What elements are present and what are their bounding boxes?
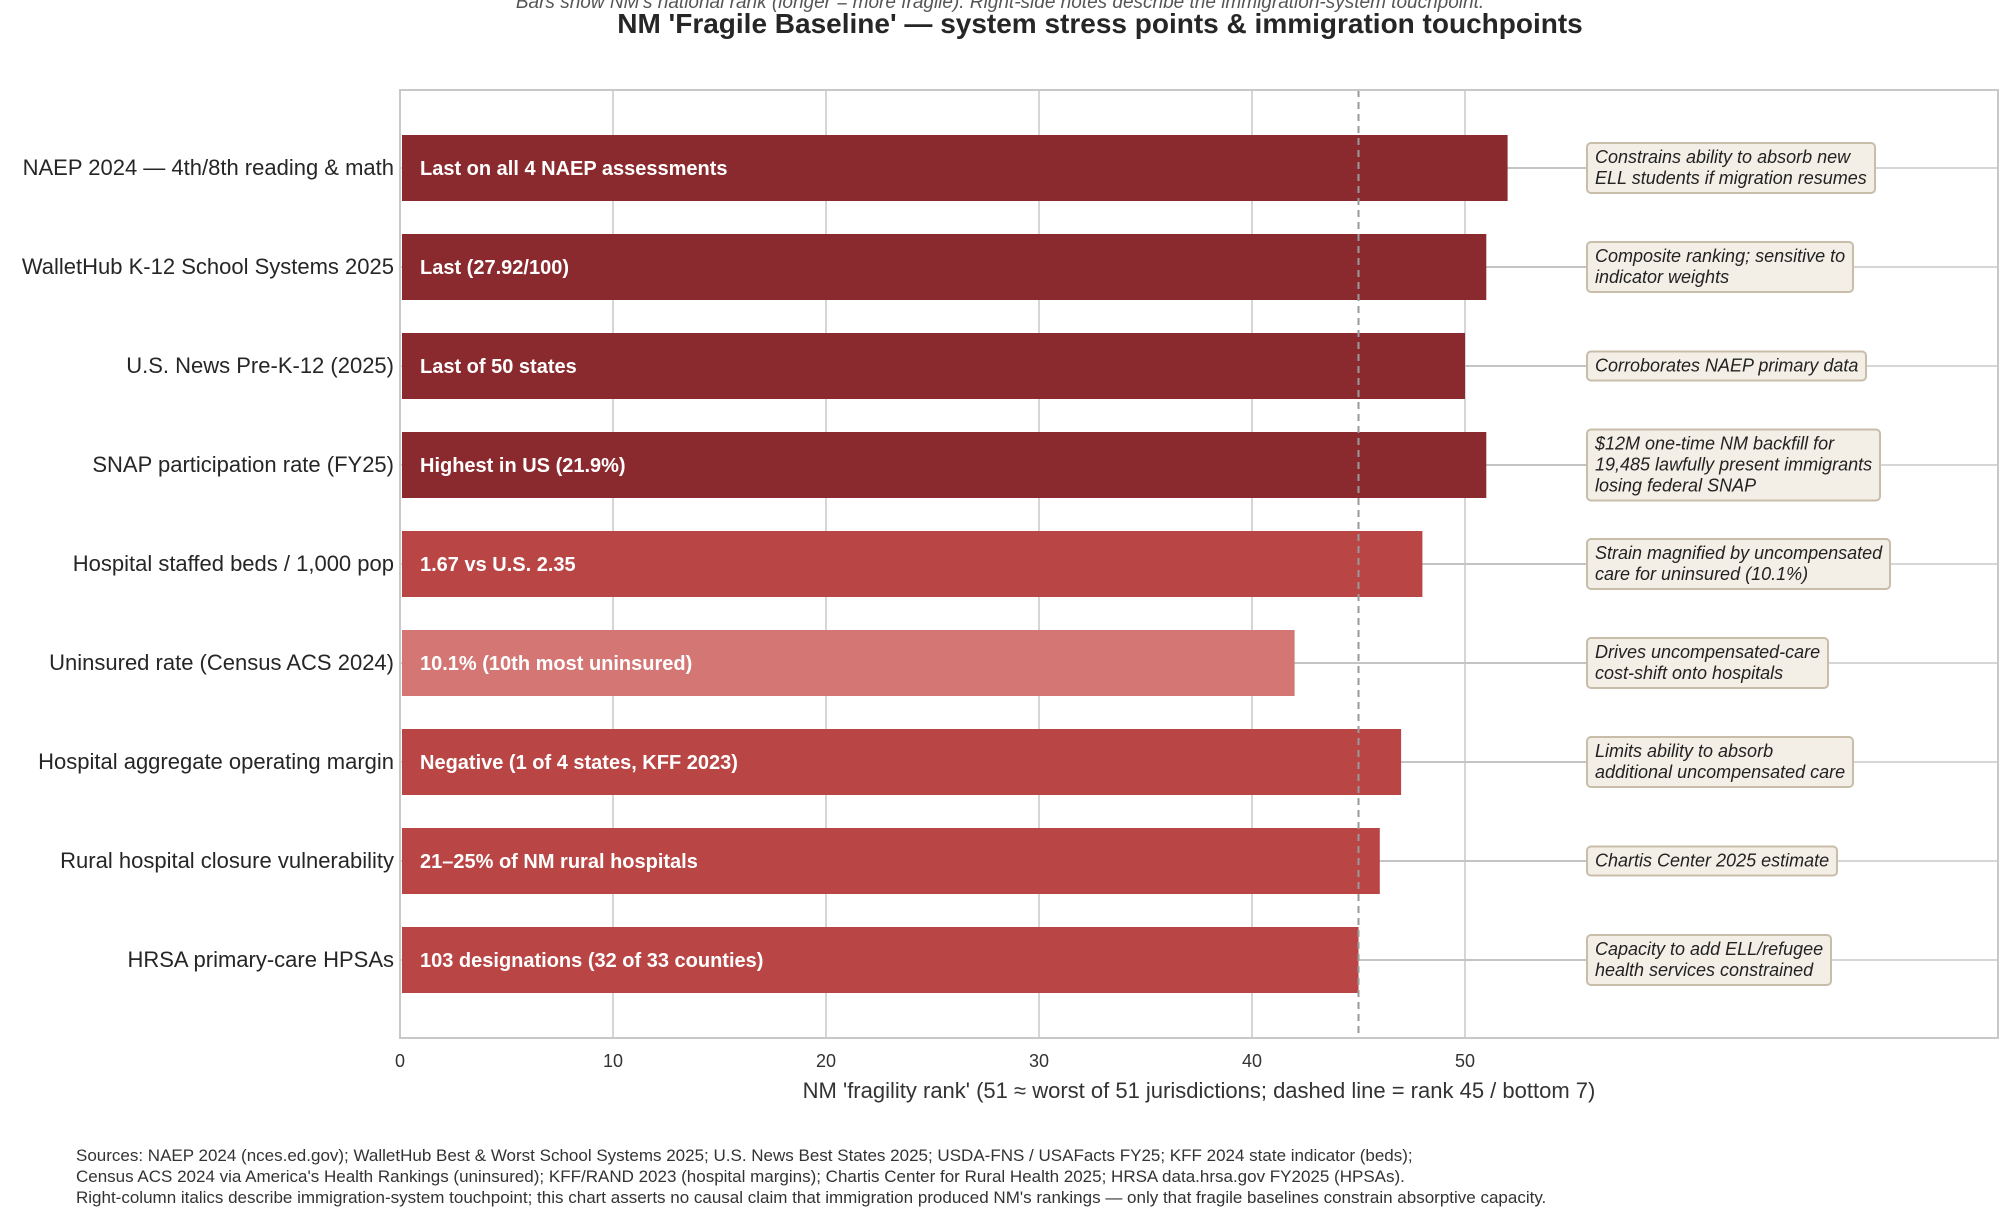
- note-line: care for uninsured (10.1%): [1595, 564, 1809, 584]
- x-tick-label: 50: [1455, 1051, 1475, 1071]
- bar: [402, 927, 1359, 993]
- bar-label: Negative (1 of 4 states, KFF 2023): [420, 752, 738, 774]
- x-tick-label: 40: [1242, 1051, 1262, 1071]
- note-line: $12M one-time NM backfill for: [1595, 433, 1835, 454]
- touchpoint-note: Strain magnified by uncompensated care fo…: [1586, 538, 1892, 590]
- touchpoint-note: Drives uncompensated-care cost-shift onto…: [1586, 637, 1830, 689]
- touchpoint-note: $12M one-time NM backfill for 19,485 lawf…: [1586, 428, 1882, 502]
- footer-line-3: Right-column italics describe immigratio…: [76, 1188, 1547, 1207]
- bar: [402, 729, 1402, 795]
- bar-label: 103 designations (32 of 33 counties): [420, 950, 763, 972]
- note-line: Constrains ability to absorb new: [1595, 147, 1851, 167]
- note-line: Capacity to add ELL/refugee: [1595, 939, 1824, 959]
- touchpoint-note: Capacity to add ELL/refugee health servic…: [1586, 934, 1833, 986]
- bar-label: 21–25% of NM rural hospitals: [420, 851, 698, 873]
- category-label: Hospital aggregate operating margin: [38, 749, 394, 774]
- note-line: 19,485 lawfully present immigrants: [1595, 454, 1873, 475]
- sources-footer: Sources: NAEP 2024 (nces.ed.gov); Wallet…: [76, 1145, 1546, 1208]
- bar: [402, 234, 1487, 300]
- note-connectors: [1294, 167, 1586, 961]
- x-tick-label: 30: [1029, 1051, 1049, 1071]
- note-line: ELL students if migration resumes: [1595, 168, 1867, 188]
- bar-label: Last on all 4 NAEP assessments: [420, 158, 728, 180]
- category-label: Hospital staffed beds / 1,000 pop: [72, 551, 394, 576]
- note-line: indicator weights: [1595, 267, 1730, 287]
- bar: [402, 135, 1508, 201]
- note-line: Limits ability to absorb: [1595, 741, 1774, 761]
- footer-line-1: Sources: NAEP 2024 (nces.ed.gov); Wallet…: [76, 1146, 1413, 1165]
- category-label: Rural hospital closure vulnerability: [60, 848, 394, 873]
- footer-line-2: Census ACS 2024 via America's Health Ran…: [76, 1167, 1405, 1186]
- category-label: Uninsured rate (Census ACS 2024): [49, 650, 394, 675]
- bar: [402, 630, 1295, 696]
- bar: [402, 432, 1487, 498]
- category-label: NAEP 2024 — 4th/8th reading & math: [22, 155, 394, 180]
- note-line: Strain magnified by uncompensated: [1595, 543, 1883, 563]
- chart-title: NM 'Fragile Baseline' — system stress po…: [617, 8, 1583, 39]
- x-tick-label: 10: [603, 1051, 623, 1071]
- note-line: Chartis Center 2025 estimate: [1595, 850, 1830, 871]
- x-tick-label: 0: [395, 1051, 405, 1071]
- category-label: HRSA primary-care HPSAs: [127, 947, 394, 972]
- bar-label: Highest in US (21.9%): [420, 455, 626, 477]
- x-ticks: 0 10 20 30 40 50: [395, 1051, 1475, 1071]
- bar: [402, 531, 1423, 597]
- touchpoint-note: Corroborates NAEP primary data: [1586, 350, 1868, 382]
- bar: [402, 333, 1465, 399]
- touchpoint-note: Composite ranking; sensitive to indicator…: [1586, 241, 1855, 293]
- touchpoint-note: Limits ability to absorb additional uncom…: [1586, 736, 1855, 788]
- bar-label: 1.67 vs U.S. 2.35: [420, 554, 576, 576]
- note-line: Corroborates NAEP primary data: [1595, 355, 1859, 376]
- note-line: additional uncompensated care: [1595, 762, 1846, 782]
- note-line: losing federal SNAP: [1595, 475, 1757, 496]
- x-tick-label: 20: [816, 1051, 836, 1071]
- category-label: SNAP participation rate (FY25): [92, 452, 394, 477]
- x-axis-label: NM 'fragility rank' (51 ≈ worst of 51 ju…: [802, 1078, 1596, 1103]
- bar-label: Last of 50 states: [420, 356, 577, 378]
- bar: [402, 828, 1380, 894]
- bars: Last on all 4 NAEP assessments Last (27.9…: [402, 135, 1508, 993]
- chart-subtitle: Bars show NM's national rank (longer = m…: [515, 0, 1485, 13]
- category-label: U.S. News Pre-K-12 (2025): [126, 353, 394, 378]
- note-line: Composite ranking; sensitive to: [1595, 246, 1846, 266]
- note-line: Drives uncompensated-care: [1595, 642, 1821, 662]
- note-line: health services constrained: [1595, 960, 1814, 980]
- note-line: cost-shift onto hospitals: [1595, 663, 1784, 683]
- bar-label: Last (27.92/100): [420, 257, 569, 279]
- plot-frame: [399, 89, 1999, 1039]
- touchpoint-note: Chartis Center 2025 estimate: [1586, 845, 1839, 877]
- bar-label: 10.1% (10th most uninsured): [420, 653, 692, 675]
- category-label: WalletHub K-12 School Systems 2025: [21, 254, 394, 279]
- touchpoint-note: Constrains ability to absorb new ELL stud…: [1586, 142, 1876, 194]
